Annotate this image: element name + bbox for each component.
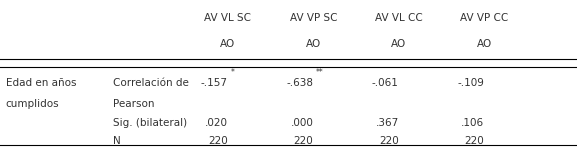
Text: AO: AO (220, 39, 235, 49)
Text: .367: .367 (376, 118, 399, 128)
Text: 220: 220 (294, 136, 313, 146)
Text: N: N (113, 136, 120, 146)
Text: -.109: -.109 (457, 78, 484, 88)
Text: AV VP SC: AV VP SC (290, 13, 337, 23)
Text: .020: .020 (205, 118, 228, 128)
Text: *: * (231, 68, 235, 77)
Text: AV VL SC: AV VL SC (204, 13, 252, 23)
Text: .106: .106 (461, 118, 484, 128)
Text: cumplidos: cumplidos (6, 99, 59, 109)
Text: AV VP CC: AV VP CC (460, 13, 508, 23)
Text: -.638: -.638 (286, 78, 313, 88)
Text: AO: AO (477, 39, 492, 49)
Text: **: ** (316, 68, 324, 77)
Text: AV VL CC: AV VL CC (375, 13, 422, 23)
Text: Edad en años: Edad en años (6, 78, 76, 88)
Text: -.157: -.157 (201, 78, 228, 88)
Text: 220: 220 (208, 136, 228, 146)
Text: 220: 220 (379, 136, 399, 146)
Text: .000: .000 (290, 118, 313, 128)
Text: AO: AO (391, 39, 406, 49)
Text: -.061: -.061 (372, 78, 399, 88)
Text: AO: AO (306, 39, 321, 49)
Text: Correlación de: Correlación de (113, 78, 188, 88)
Text: Sig. (bilateral): Sig. (bilateral) (113, 118, 186, 128)
Text: Pearson: Pearson (113, 99, 154, 109)
Text: 220: 220 (464, 136, 484, 146)
